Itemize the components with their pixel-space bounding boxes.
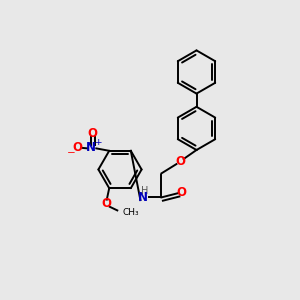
Text: O: O	[72, 141, 82, 154]
Text: N: N	[86, 141, 96, 154]
Text: O: O	[87, 127, 98, 140]
Text: O: O	[177, 185, 187, 199]
Text: N: N	[138, 191, 148, 204]
Text: H: H	[141, 186, 148, 196]
Text: −: −	[67, 148, 76, 158]
Text: O: O	[175, 155, 185, 168]
Text: CH₃: CH₃	[122, 208, 139, 217]
Text: +: +	[94, 139, 101, 148]
Text: O: O	[101, 197, 111, 210]
